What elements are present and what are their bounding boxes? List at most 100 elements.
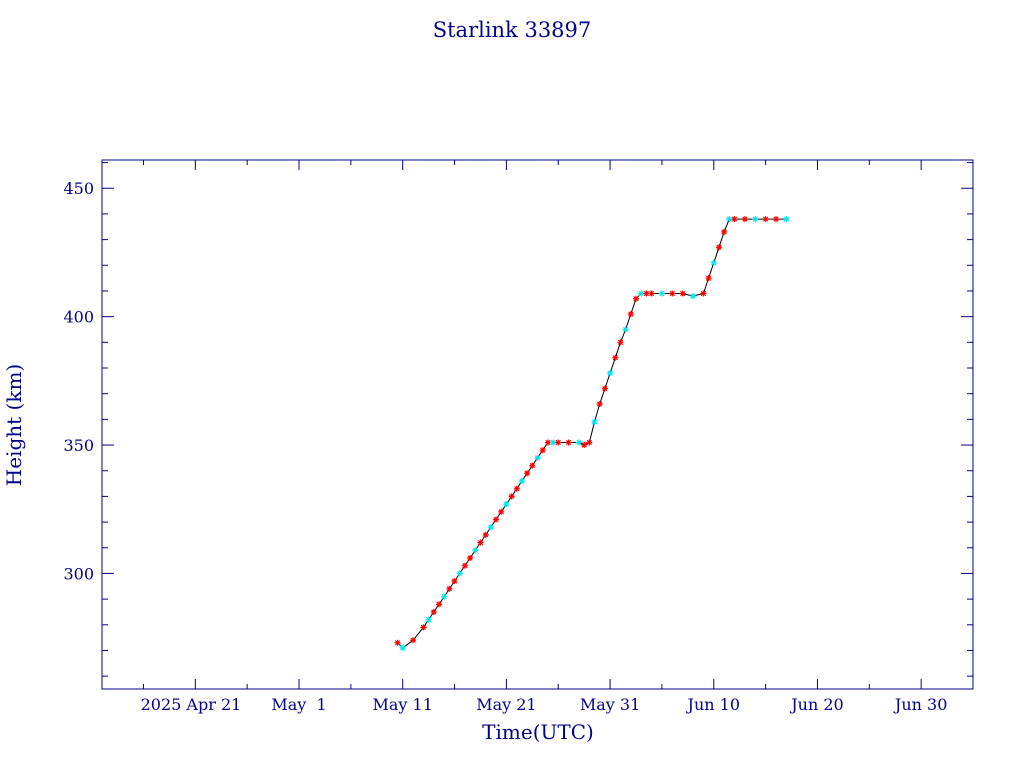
data-point-stroke bbox=[534, 455, 541, 461]
data-point-stroke bbox=[633, 296, 639, 302]
data-point bbox=[648, 290, 655, 297]
data-point bbox=[752, 216, 759, 223]
data-point bbox=[721, 228, 728, 235]
data-point bbox=[518, 478, 525, 484]
data-point-stroke bbox=[425, 617, 432, 623]
data-point bbox=[410, 637, 417, 644]
data-point-stroke bbox=[529, 462, 535, 469]
data-point-stroke bbox=[622, 326, 629, 333]
data-point-stroke bbox=[441, 593, 447, 600]
data-point bbox=[705, 275, 712, 282]
data-point bbox=[716, 244, 722, 251]
y-tick-label: 450 bbox=[63, 179, 94, 198]
data-point bbox=[627, 311, 634, 318]
data-point bbox=[601, 385, 608, 392]
data-point-stroke bbox=[581, 442, 587, 448]
data-point bbox=[586, 439, 593, 446]
data-point bbox=[529, 462, 536, 469]
data-point-stroke bbox=[700, 290, 707, 297]
data-point bbox=[612, 354, 619, 361]
y-tick-label: 400 bbox=[63, 308, 94, 327]
data-point bbox=[482, 531, 489, 538]
data-point-stroke bbox=[472, 547, 478, 553]
data-point bbox=[446, 585, 453, 592]
data-point-stroke bbox=[483, 532, 489, 538]
data-point-stroke bbox=[597, 401, 603, 407]
data-point-stroke bbox=[762, 216, 769, 222]
x-tick-label: 2025 Apr 21 bbox=[141, 695, 242, 714]
plot-frame bbox=[101, 159, 974, 690]
data-point-stroke bbox=[690, 293, 696, 299]
data-point bbox=[690, 293, 696, 300]
data-point bbox=[633, 295, 639, 302]
data-point-stroke bbox=[488, 524, 494, 530]
data-point bbox=[544, 439, 551, 446]
data-point-stroke bbox=[524, 470, 530, 476]
data-point-stroke bbox=[431, 609, 437, 615]
data-point bbox=[550, 439, 557, 446]
data-point-stroke bbox=[436, 601, 442, 607]
data-point bbox=[420, 624, 427, 631]
y-tick-label: 350 bbox=[63, 436, 94, 455]
data-point bbox=[441, 593, 448, 600]
data-point-stroke bbox=[514, 486, 520, 492]
data-point-stroke bbox=[742, 216, 748, 222]
data-point bbox=[461, 562, 468, 569]
data-point-stroke bbox=[394, 640, 401, 646]
data-point-stroke bbox=[773, 216, 779, 222]
data-point bbox=[576, 439, 582, 446]
data-point-stroke bbox=[659, 290, 665, 297]
data-point-stroke bbox=[591, 419, 598, 425]
data-point-stroke bbox=[519, 478, 525, 484]
data-point-stroke bbox=[462, 563, 468, 569]
data-point bbox=[607, 370, 614, 377]
series-line bbox=[397, 218, 787, 649]
data-point-stroke bbox=[716, 244, 722, 250]
y-tick-labels: 300 350 400 450 bbox=[63, 179, 94, 583]
data-point-stroke bbox=[508, 493, 515, 500]
data-point-stroke bbox=[705, 275, 712, 281]
data-point-stroke bbox=[467, 555, 473, 561]
data-point bbox=[524, 470, 531, 477]
data-point bbox=[700, 290, 707, 297]
data-point-stroke bbox=[711, 260, 717, 266]
data-point bbox=[513, 485, 520, 492]
data-point-stroke bbox=[643, 290, 650, 297]
data-point-stroke bbox=[576, 439, 582, 446]
data-point bbox=[638, 290, 645, 297]
axis-ticks bbox=[102, 160, 974, 689]
data-point bbox=[726, 216, 733, 223]
x-tick-label: May 1 bbox=[271, 695, 326, 714]
x-tick-label: Jun 10 bbox=[686, 695, 740, 714]
data-point bbox=[425, 616, 432, 623]
data-point-stroke bbox=[726, 216, 732, 222]
data-point bbox=[430, 609, 437, 615]
data-point bbox=[591, 418, 598, 425]
data-point-stroke bbox=[493, 516, 499, 523]
data-point-stroke bbox=[783, 216, 790, 222]
data-point-stroke bbox=[545, 439, 551, 446]
data-point bbox=[456, 570, 463, 577]
data-point-stroke bbox=[540, 447, 546, 453]
data-point bbox=[622, 326, 629, 333]
data-point-stroke bbox=[498, 509, 504, 515]
x-tick-label: Jun 20 bbox=[789, 695, 843, 714]
y-axis-title: Height (km) bbox=[2, 364, 26, 486]
data-point bbox=[451, 578, 458, 585]
data-point bbox=[565, 439, 572, 446]
data-point-stroke bbox=[420, 624, 427, 631]
data-point bbox=[643, 290, 650, 297]
data-point bbox=[539, 447, 546, 454]
data-point-stroke bbox=[731, 216, 738, 222]
chart-title: Starlink 33897 bbox=[433, 18, 592, 42]
data-point bbox=[555, 439, 562, 446]
data-point-stroke bbox=[628, 311, 634, 317]
data-point bbox=[493, 516, 499, 523]
data-point-stroke bbox=[503, 501, 510, 507]
data-point bbox=[477, 539, 484, 546]
data-point bbox=[508, 493, 515, 500]
data-point bbox=[503, 501, 510, 508]
data-point-stroke bbox=[550, 439, 556, 446]
data-point bbox=[762, 216, 769, 223]
data-point bbox=[731, 216, 738, 223]
